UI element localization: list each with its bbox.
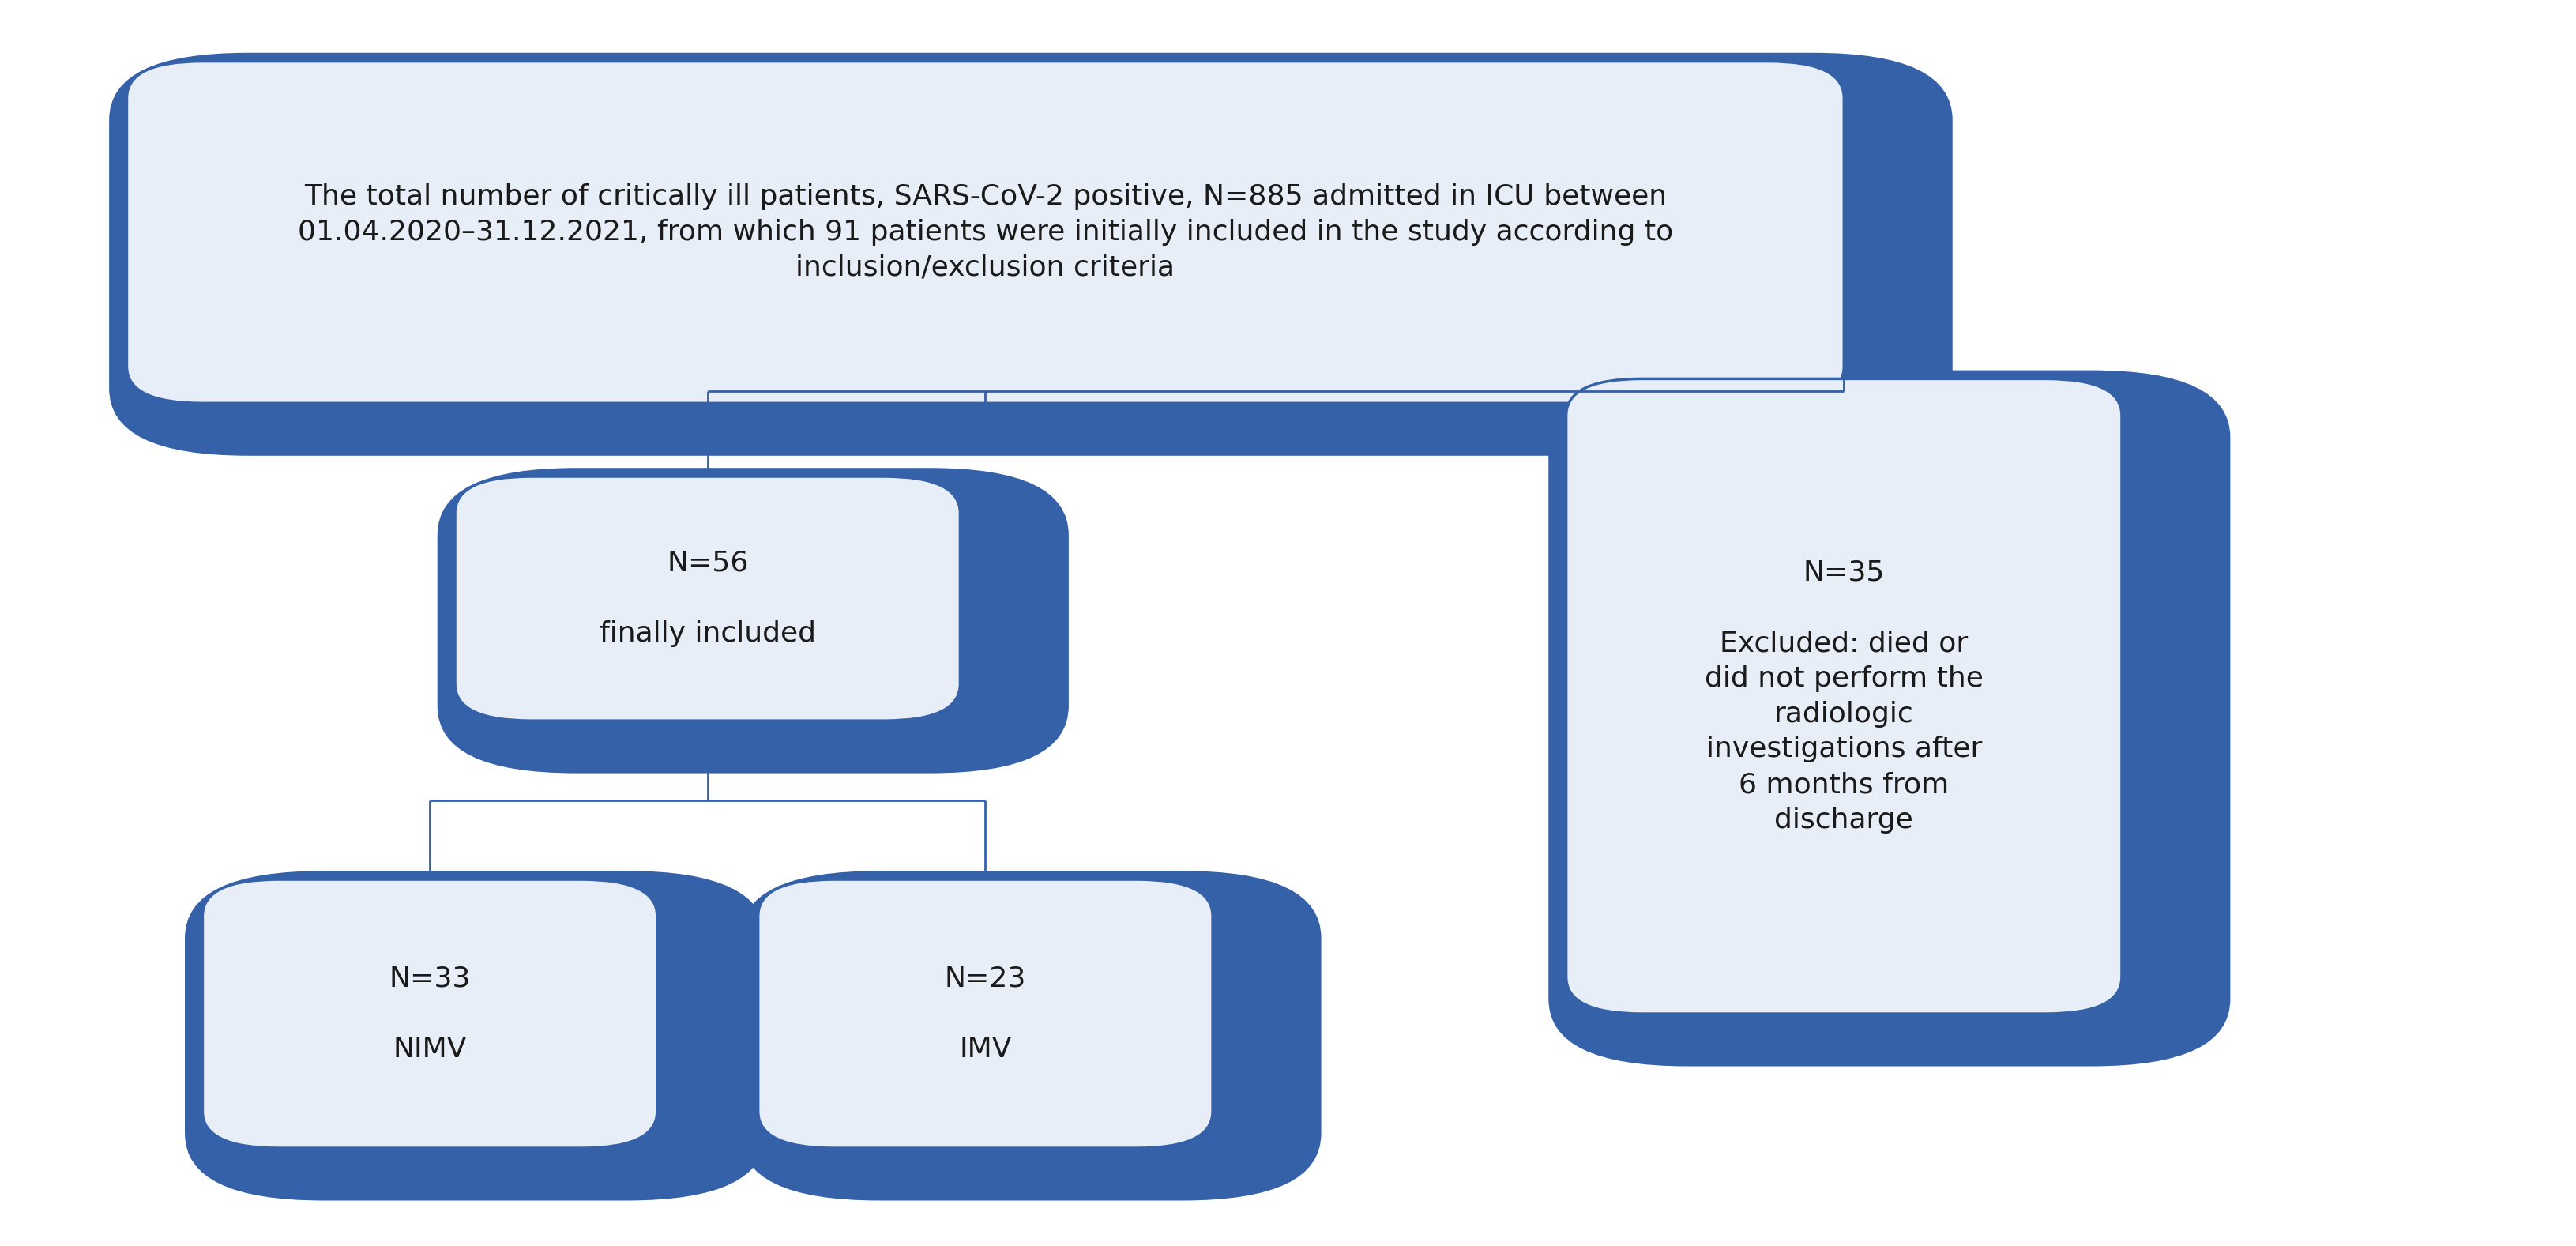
FancyBboxPatch shape [1548, 370, 2231, 1067]
FancyBboxPatch shape [204, 880, 657, 1148]
FancyBboxPatch shape [108, 52, 1953, 456]
FancyBboxPatch shape [438, 468, 1069, 774]
FancyBboxPatch shape [1566, 379, 2120, 1014]
Text: N=35

Excluded: died or
did not perform the
radiologic
investigations after
6 mo: N=35 Excluded: died or did not perform t… [1705, 559, 1984, 834]
FancyBboxPatch shape [456, 476, 961, 720]
FancyBboxPatch shape [757, 880, 1213, 1148]
Text: N=56

finally included: N=56 finally included [600, 549, 817, 648]
Text: N=33

NIMV: N=33 NIMV [389, 964, 471, 1063]
Text: N=23

IMV: N=23 IMV [945, 964, 1025, 1063]
Text: The total number of critically ill patients, SARS-CoV-2 positive, N=885 admitted: The total number of critically ill patie… [299, 183, 1672, 282]
FancyBboxPatch shape [126, 61, 1844, 404]
FancyBboxPatch shape [185, 871, 765, 1201]
FancyBboxPatch shape [739, 871, 1321, 1201]
